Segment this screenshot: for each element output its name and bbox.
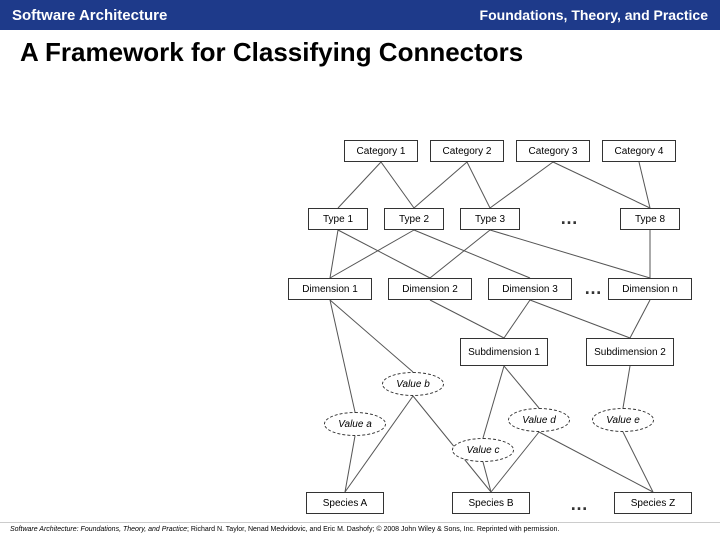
- edge-type2-dim1: [330, 230, 414, 278]
- node-sub2: Subdimension 2: [586, 338, 674, 366]
- edge-type2-dim3: [414, 230, 530, 278]
- edge-dim2-sub1: [430, 300, 504, 338]
- node-cat2: Category 2: [430, 140, 504, 162]
- edge-cat2-type3: [467, 162, 490, 208]
- edge-sub1-valc: [483, 366, 504, 438]
- ellipsis-0: …: [560, 208, 580, 229]
- ellipsis-1: …: [584, 278, 604, 299]
- node-sub1: Subdimension 1: [460, 338, 548, 366]
- node-type1: Type 1: [308, 208, 368, 230]
- node-vala: Value a: [324, 412, 386, 436]
- slide-header: Software Architecture Foundations, Theor…: [0, 0, 720, 30]
- node-type2: Type 2: [384, 208, 444, 230]
- node-valc: Value c: [452, 438, 514, 462]
- edge-dim3-sub1: [504, 300, 530, 338]
- edge-cat1-type2: [381, 162, 414, 208]
- edge-vale-spZ: [623, 432, 653, 492]
- diagram-area: Category 1 Category 2 Category 3 Category 4…: [0, 32, 720, 522]
- edge-type3-dimn: [490, 230, 650, 278]
- edge-vala-spA: [345, 436, 355, 492]
- edge-cat3-type3: [490, 162, 553, 208]
- edge-dim1-valb: [330, 300, 413, 372]
- edge-sub2-vale: [623, 366, 630, 408]
- edge-type3-dim2: [430, 230, 490, 278]
- node-dim2: Dimension 2: [388, 278, 472, 300]
- node-dimn: Dimension n: [608, 278, 692, 300]
- node-spZ: Species Z: [614, 492, 692, 514]
- footer-italic: Software Architecture: Foundations, Theo…: [10, 526, 187, 533]
- edge-type1-dim1: [330, 230, 338, 278]
- edge-sub1-vald: [504, 366, 539, 408]
- edge-vald-spZ: [539, 432, 653, 492]
- node-valb: Value b: [382, 372, 444, 396]
- node-cat1: Category 1: [344, 140, 418, 162]
- edge-dimn-sub2: [630, 300, 650, 338]
- node-type8: Type 8: [620, 208, 680, 230]
- node-dim1: Dimension 1: [288, 278, 372, 300]
- edge-cat1-type1: [338, 162, 381, 208]
- edge-type1-dim2: [338, 230, 430, 278]
- node-spB: Species B: [452, 492, 530, 514]
- edge-cat4-type8: [639, 162, 650, 208]
- node-spA: Species A: [306, 492, 384, 514]
- node-cat4: Category 4: [602, 140, 676, 162]
- node-dim3: Dimension 3: [488, 278, 572, 300]
- node-vale: Value e: [592, 408, 654, 432]
- edge-valc-spB: [483, 462, 491, 492]
- edge-cat3-type8: [553, 162, 650, 208]
- ellipsis-2: …: [570, 494, 590, 515]
- node-cat3: Category 3: [516, 140, 590, 162]
- edge-valb-spA: [345, 396, 413, 492]
- header-right: Foundations, Theory, and Practice: [480, 7, 708, 23]
- node-type3: Type 3: [460, 208, 520, 230]
- edge-cat2-type2: [414, 162, 467, 208]
- slide-footer: Software Architecture: Foundations, Theo…: [0, 522, 720, 540]
- footer-rest: ; Richard N. Taylor, Nenad Medvidovic, a…: [187, 526, 559, 533]
- edge-dim1-vala: [330, 300, 355, 412]
- header-left: Software Architecture: [12, 7, 167, 24]
- edge-dim3-sub2: [530, 300, 630, 338]
- node-vald: Value d: [508, 408, 570, 432]
